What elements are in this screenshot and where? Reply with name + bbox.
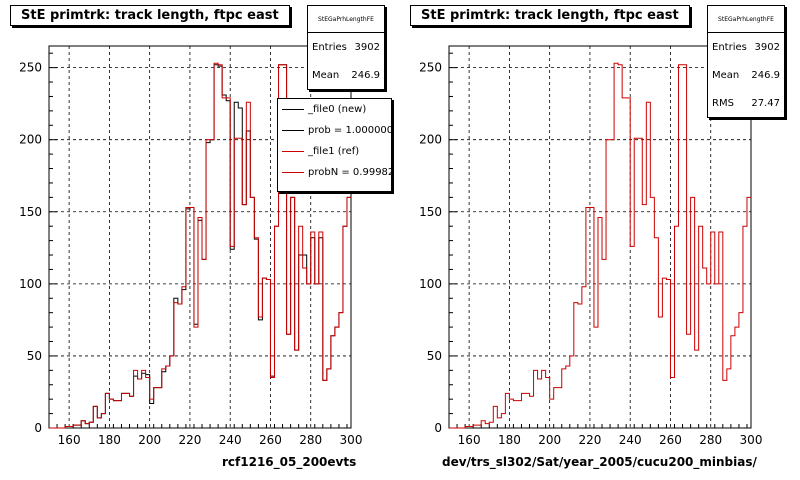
- legend-line-icon: [282, 151, 304, 152]
- x-tick-label: 240: [619, 433, 642, 447]
- stats-row-mean: Mean 246.9: [712, 69, 780, 81]
- y-tick-label: 250: [19, 61, 42, 75]
- x-axis-label-left: rcf1216_05_200evts: [222, 455, 357, 469]
- stats-row-entries: Entries 3902: [712, 41, 780, 53]
- y-tick-label: 50: [27, 349, 42, 363]
- x-tick-label: 200: [138, 433, 161, 447]
- legend-item-prob: prob = 1.000000: [278, 120, 391, 141]
- x-tick-label: 180: [498, 433, 521, 447]
- x-axis-label-right: dev/trs_sl302/Sat/year_2005/cucu200_minb…: [442, 455, 757, 469]
- y-tick-label: 200: [419, 133, 442, 147]
- legend-line-icon: [282, 172, 304, 173]
- x-tick-label: 200: [538, 433, 561, 447]
- stats-box-right: StEGaPrhLengthFE Entries 3902 Mean 246.9 R…: [707, 5, 785, 118]
- chart-title-left: StE primtrk: track length, ftpc east: [10, 5, 290, 26]
- x-tick-label: 180: [98, 433, 121, 447]
- stats-name: StEGaPrhLengthFE: [308, 6, 384, 33]
- stats-row-mean: Mean 246.9: [312, 69, 380, 81]
- y-tick-label: 150: [19, 205, 42, 219]
- x-tick-label: 280: [299, 433, 322, 447]
- y-tick-label: 0: [34, 421, 42, 435]
- x-tick-label: 160: [58, 433, 81, 447]
- chart-title-right: StE primtrk: track length, ftpc east: [410, 5, 690, 26]
- x-tick-label: 220: [178, 433, 201, 447]
- stats-row-rms: RMS 27.47: [712, 97, 780, 109]
- legend-line-icon: [282, 109, 304, 110]
- histogram-series-file1ref: [449, 62, 751, 429]
- x-tick-label: 260: [259, 433, 282, 447]
- legend-item-probn: probN = 0.99982: [278, 162, 391, 183]
- x-tick-label: 300: [340, 433, 363, 447]
- stats-box-left: StEGaPrhLengthFE Entries 3902 Mean 246.9: [307, 5, 385, 90]
- x-tick-label: 280: [699, 433, 722, 447]
- stats-row-entries: Entries 3902: [312, 41, 380, 53]
- y-tick-label: 50: [427, 349, 442, 363]
- histogram-series-file1ref: [49, 62, 351, 429]
- x-tick-label: 240: [219, 433, 242, 447]
- stats-name: StEGaPrhLengthFE: [708, 6, 784, 33]
- y-tick-label: 250: [419, 61, 442, 75]
- y-tick-label: 100: [419, 277, 442, 291]
- plot-frame: [448, 45, 752, 429]
- y-tick-label: 0: [434, 421, 442, 435]
- x-tick-label: 300: [740, 433, 763, 447]
- legend-item-file1: _file1 (ref): [278, 141, 391, 162]
- y-tick-label: 200: [19, 133, 42, 147]
- x-tick-label: 220: [578, 433, 601, 447]
- legend-line-icon: [282, 130, 304, 131]
- x-tick-label: 260: [659, 433, 682, 447]
- x-tick-label: 160: [458, 433, 481, 447]
- legend-left: _file0 (new) prob = 1.000000 _file1 (ref…: [277, 98, 392, 192]
- y-tick-label: 100: [19, 277, 42, 291]
- legend-item-file0: _file0 (new): [278, 99, 391, 120]
- plot-frame: [48, 45, 352, 429]
- y-tick-label: 150: [419, 205, 442, 219]
